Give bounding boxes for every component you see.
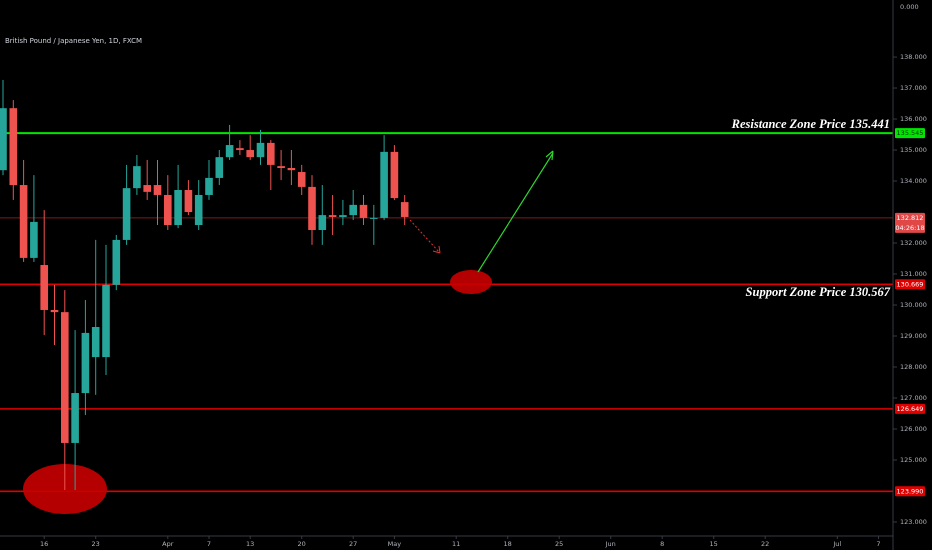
candle-body: [277, 166, 285, 169]
candle-body: [194, 194, 203, 226]
candle-body: [328, 215, 337, 217]
y-tick-label: 131.000: [900, 270, 927, 278]
x-tick-label: Jun: [605, 540, 616, 548]
price-label-box: [895, 486, 925, 497]
arrow-head: [545, 150, 554, 161]
price-label: 126.649: [897, 405, 924, 413]
candle-body: [0, 108, 7, 171]
candle-body: [9, 108, 18, 186]
top-label: 0.000: [900, 3, 919, 11]
y-tick-label: 127.000: [900, 394, 927, 402]
candle-body: [339, 215, 347, 217]
candles: [0, 79, 409, 491]
x-tick-label: Jul: [832, 540, 841, 548]
x-tick-label: May: [388, 540, 402, 548]
x-tick-label: 7: [876, 540, 880, 548]
x-tick-label: 20: [298, 540, 306, 548]
candle-body: [174, 190, 182, 226]
price-label: 135.545: [897, 129, 924, 137]
candle-body: [30, 221, 38, 258]
x-tick-label: 25: [555, 540, 563, 548]
candle-body: [380, 151, 388, 218]
price-label: 132.812: [897, 214, 924, 222]
candle-body: [318, 215, 327, 230]
candle-body: [370, 217, 378, 219]
price-label: 130.669: [897, 280, 924, 288]
x-tick-label: 18: [504, 540, 512, 548]
x-tick-label: 13: [246, 540, 254, 548]
y-tick-label: 135.000: [900, 146, 927, 154]
x-tick-label: 7: [207, 540, 211, 548]
candle-body: [143, 185, 151, 192]
x-tick-label: 11: [452, 540, 460, 548]
y-tick-label: 136.000: [900, 115, 927, 123]
candle-body: [40, 265, 48, 310]
x-tick-label: 16: [40, 540, 48, 548]
price-label-box: [895, 279, 925, 290]
arrow-head: [432, 245, 441, 254]
candle-body: [19, 185, 28, 258]
y-tick-label: 137.000: [900, 84, 927, 92]
chart-title: British Pound / Japanese Yen, 1D, FXCM: [5, 37, 142, 45]
candle-body: [164, 194, 172, 226]
x-tick-label: 8: [660, 540, 664, 548]
candle-body: [81, 332, 90, 394]
support-ellipse: [450, 270, 492, 294]
candle-body: [71, 393, 79, 443]
x-tick-label: Apr: [162, 540, 174, 548]
y-tick-label: 138.000: [900, 53, 927, 61]
x-tick-label: 23: [92, 540, 100, 548]
candle-body: [215, 157, 224, 178]
candle-body: [308, 186, 316, 230]
candle-body: [287, 168, 296, 171]
price-lines: [0, 132, 893, 493]
y-tick-label: 128.000: [900, 363, 927, 371]
candle-body: [184, 190, 193, 213]
candle-body: [122, 188, 131, 240]
y-tick-label: 132.000: [900, 239, 927, 247]
price-label-box: [895, 403, 925, 414]
arrow: [409, 219, 440, 253]
axes: 138.000 137.000 136.000 135.000 134.000 132.0…: [40, 53, 927, 548]
price-label-box: [895, 212, 925, 233]
price-label-box: [895, 128, 925, 139]
y-tick-label: 130.000: [900, 301, 927, 309]
candle-body: [153, 185, 162, 195]
candle-body: [246, 150, 254, 158]
candle-body: [359, 204, 368, 218]
price-label: 123.990: [897, 487, 924, 495]
candle-body: [225, 145, 234, 158]
candle-body: [400, 202, 409, 217]
candle-body: [112, 239, 121, 285]
candle-body: [390, 151, 399, 199]
x-tick-label: 27: [349, 540, 357, 548]
candle-body: [267, 142, 275, 165]
candle-body: [297, 172, 306, 187]
y-tick-label: 123.000: [900, 518, 927, 526]
candle-body: [133, 166, 141, 189]
candle-body: [349, 204, 357, 216]
candle-body: [205, 177, 213, 195]
annotation: Resistance Zone Price 135.441: [731, 117, 890, 131]
y-tick-label: 126.000: [900, 425, 927, 433]
y-tick-label: 125.000: [900, 456, 927, 464]
y-tick-label: 134.000: [900, 177, 927, 185]
x-tick-label: 22: [761, 540, 769, 548]
arrow: [477, 152, 554, 273]
x-tick-label: 15: [710, 540, 718, 548]
y-tick-label: 129.000: [900, 332, 927, 340]
candle-body: [50, 309, 59, 313]
candle-body: [91, 327, 100, 358]
candle-body: [102, 284, 110, 358]
candle-body: [236, 148, 244, 151]
countdown-label: 04:26:18: [895, 224, 924, 232]
candle-body: [61, 312, 69, 443]
annotation: Support Zone Price 130.567: [746, 285, 891, 299]
candle-body: [256, 142, 265, 158]
